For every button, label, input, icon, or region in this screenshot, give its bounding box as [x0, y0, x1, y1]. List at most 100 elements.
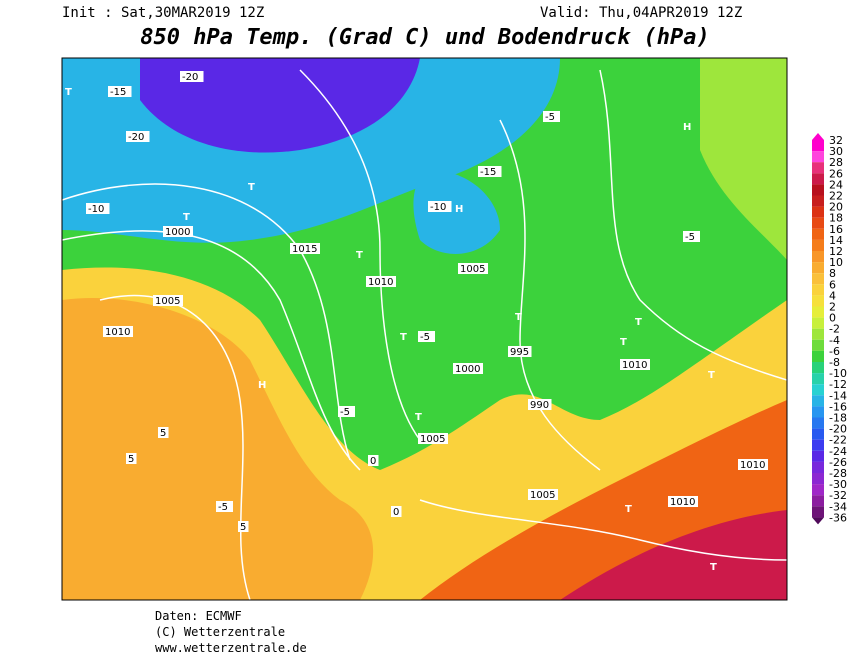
isoline-label: -5	[420, 332, 430, 343]
legend-label: -12	[829, 378, 847, 391]
isoline-label: 1005	[460, 264, 485, 275]
legend-swatch	[812, 406, 824, 418]
isoline-label: 1005	[155, 296, 180, 307]
legend-swatch	[812, 273, 824, 285]
isoline-label: -10	[430, 202, 446, 213]
legend-swatch	[812, 450, 824, 462]
legend-swatch	[812, 228, 824, 240]
legend-label: -16	[829, 400, 847, 413]
legend-label: 24	[829, 178, 843, 191]
label-box	[153, 295, 183, 306]
legend-label: -20	[829, 423, 847, 436]
legend-label: 14	[829, 234, 843, 247]
label-box	[126, 131, 150, 142]
legend-label: 2	[829, 301, 836, 314]
init-time: Init : Sat,30MAR2019 12Z	[62, 5, 264, 21]
legend-swatch	[812, 206, 824, 218]
label-box	[418, 433, 448, 444]
label-box	[528, 399, 552, 410]
legend-label: -26	[829, 456, 847, 469]
label-box	[368, 455, 379, 466]
isoline-label: 1010	[368, 277, 393, 288]
label-box	[478, 166, 502, 177]
isoline-label: -5	[685, 232, 695, 243]
legend-label: 10	[829, 256, 843, 269]
valid-time: Valid: Thu,04APR2019 12Z	[540, 5, 742, 21]
isoline-label: 1010	[670, 497, 695, 508]
label-box	[458, 263, 488, 274]
map-frame	[61, 57, 788, 601]
isoline-label: -5	[340, 407, 350, 418]
map-title: 850 hPa Temp. (Grad C) und Bodendruck (h…	[140, 25, 710, 50]
legend-label: -6	[829, 345, 840, 358]
copyright: (C) Wetterzentrale	[155, 625, 285, 639]
legend-swatch	[812, 140, 824, 152]
label-box	[108, 86, 132, 97]
legend-swatch	[812, 395, 824, 407]
legend-swatch	[812, 473, 824, 485]
label-box	[163, 226, 193, 237]
legend-label: -36	[829, 511, 847, 524]
label-box	[338, 406, 355, 417]
legend-swatch	[812, 362, 824, 374]
pressure-center: T	[400, 332, 407, 343]
pressure-center: H	[683, 122, 691, 133]
legend-label: 8	[829, 267, 836, 280]
pressure-center: T	[625, 504, 632, 515]
legend-swatch	[812, 151, 824, 163]
isoline-label: 1010	[740, 460, 765, 471]
legend-label: -30	[829, 478, 847, 491]
mild-region	[700, 58, 787, 260]
legend-label: 22	[829, 190, 843, 203]
isoline-label: 1000	[165, 227, 190, 238]
legend-swatch	[812, 195, 824, 207]
isoline-label: 0	[393, 507, 399, 518]
pressure-center: T	[183, 212, 190, 223]
label-box	[508, 346, 532, 357]
legend-label: 30	[829, 145, 843, 158]
isoline-label: -15	[480, 167, 496, 178]
pressure-center: T	[415, 412, 422, 423]
legend-swatch	[812, 428, 824, 440]
legend-label: 32	[829, 134, 843, 147]
legend-label: 0	[829, 312, 836, 325]
label-box	[180, 71, 204, 82]
warm-region	[62, 298, 374, 600]
legend-label: -32	[829, 489, 847, 502]
legend-label: -14	[829, 389, 847, 402]
pressure-center: T	[356, 250, 363, 261]
isoline-label: 5	[160, 428, 166, 439]
label-box	[216, 501, 233, 512]
legend-swatch	[812, 317, 824, 329]
legend-swatch	[812, 373, 824, 385]
legend-label: -18	[829, 412, 847, 425]
legend-swatch	[812, 262, 824, 274]
legend-swatch	[812, 417, 824, 429]
legend-swatch	[812, 339, 824, 351]
source: Daten: ECMWF	[155, 609, 242, 623]
cold-region	[413, 170, 500, 254]
legend-label: -22	[829, 434, 847, 447]
label-box	[238, 521, 249, 532]
pressure-center: T	[515, 312, 522, 323]
legend-swatch	[812, 217, 824, 229]
pressure-center: T	[620, 337, 627, 348]
label-box	[428, 201, 452, 212]
legend-swatch	[812, 284, 824, 296]
label-box	[543, 111, 560, 122]
very-cold-region	[140, 58, 420, 153]
isoline-label: 5	[240, 522, 246, 533]
isoline-label: 1000	[455, 364, 480, 375]
legend-label: -2	[829, 323, 840, 336]
legend-swatch	[812, 173, 824, 185]
legend-bottom-cap	[812, 517, 824, 525]
legend-swatch	[812, 239, 824, 251]
pressure-center: T	[708, 370, 715, 381]
legend-swatch	[812, 439, 824, 451]
map	[61, 57, 788, 601]
legend-label: 20	[829, 201, 843, 214]
legend-swatch	[812, 162, 824, 174]
isoline-label: 1015	[292, 244, 317, 255]
legend-label: 4	[829, 289, 836, 302]
